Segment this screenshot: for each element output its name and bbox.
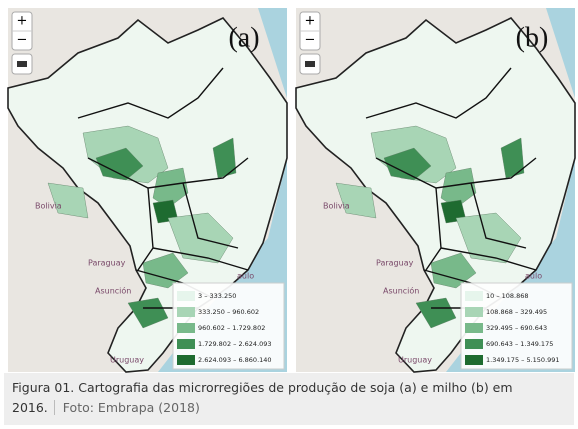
place-label: Uruguay bbox=[110, 356, 144, 365]
print-icon bbox=[17, 61, 27, 67]
legend-label: 690.643 – 1.349.175 bbox=[486, 340, 553, 348]
place-label: Asunción bbox=[383, 286, 419, 296]
legend-label: 329.495 – 690.643 bbox=[486, 324, 547, 332]
maps: (a) Bolivia Paraguay Asunción Uruguay aulo + − 3… bbox=[7, 8, 576, 373]
legend-label: 1.729.802 – 2.624.093 bbox=[198, 340, 272, 348]
panel-label: (a) bbox=[228, 22, 259, 53]
legend-label: 3 – 333.250 bbox=[198, 292, 236, 300]
state-border bbox=[365, 67, 512, 119]
state-border bbox=[77, 67, 224, 119]
legend-swatch bbox=[465, 307, 483, 317]
zoom-in[interactable]: + bbox=[305, 14, 316, 29]
region-patch bbox=[383, 147, 432, 181]
legend-swatch bbox=[177, 339, 195, 349]
legend-label: 960.602 – 1.729.802 bbox=[198, 324, 265, 332]
region-patch bbox=[47, 182, 89, 219]
legend-label: 108.868 – 329.495 bbox=[486, 308, 547, 316]
legend-swatch bbox=[177, 355, 195, 365]
region-patch bbox=[335, 182, 377, 219]
legend-swatch bbox=[177, 307, 195, 317]
panel-label: (b) bbox=[516, 22, 549, 53]
zoom-out[interactable]: − bbox=[305, 33, 316, 48]
state-border bbox=[440, 247, 537, 271]
zoom-out[interactable]: − bbox=[17, 33, 28, 48]
state-border bbox=[182, 182, 239, 249]
legend-label: 2.624.093 – 6.860.140 bbox=[198, 356, 272, 364]
region-patch bbox=[440, 167, 477, 209]
legend-label: 1.349.175 – 5.150.991 bbox=[486, 356, 560, 364]
place-label: aulo bbox=[525, 272, 542, 281]
print-icon bbox=[305, 61, 315, 67]
place-label: Bolivia bbox=[323, 202, 350, 211]
legend-swatch bbox=[177, 323, 195, 333]
region-patch bbox=[127, 297, 169, 329]
legend-swatch bbox=[465, 355, 483, 365]
region-patch bbox=[95, 147, 144, 181]
caption-source: Foto: Embrapa (2018) bbox=[53, 400, 200, 415]
place-label: Paraguay bbox=[376, 259, 414, 268]
region-patch bbox=[152, 167, 189, 209]
state-border bbox=[152, 247, 249, 271]
region-patch bbox=[142, 252, 189, 289]
caption-text: Figura 01. Cartografia das microrregiões… bbox=[12, 380, 513, 415]
region-patch bbox=[212, 137, 237, 179]
region-patch bbox=[430, 252, 477, 289]
ocean bbox=[158, 8, 287, 372]
legend-label: 333.250 – 960.602 bbox=[198, 308, 259, 316]
region-patch bbox=[415, 297, 457, 329]
place-label: Asunción bbox=[95, 286, 131, 296]
map-panel: (b) Bolivia Paraguay Asunción Uruguay aulo + − 1… bbox=[295, 8, 576, 373]
place-label: Bolivia bbox=[35, 202, 62, 211]
map-panel: (a) Bolivia Paraguay Asunción Uruguay aulo + − 3… bbox=[7, 8, 288, 373]
place-label: Uruguay bbox=[398, 356, 432, 365]
place-label: aulo bbox=[237, 272, 254, 281]
caption: Figura 01. Cartografia das microrregiões… bbox=[4, 373, 574, 425]
legend-swatch bbox=[465, 291, 483, 301]
state-border bbox=[470, 182, 527, 249]
place-label: Paraguay bbox=[88, 259, 126, 268]
ocean bbox=[446, 8, 575, 372]
zoom-in[interactable]: + bbox=[17, 14, 28, 29]
legend-swatch bbox=[465, 339, 483, 349]
region-patch bbox=[500, 137, 525, 179]
legend-swatch bbox=[465, 323, 483, 333]
legend-swatch bbox=[177, 291, 195, 301]
legend-label: 10 – 108.868 bbox=[486, 292, 529, 300]
